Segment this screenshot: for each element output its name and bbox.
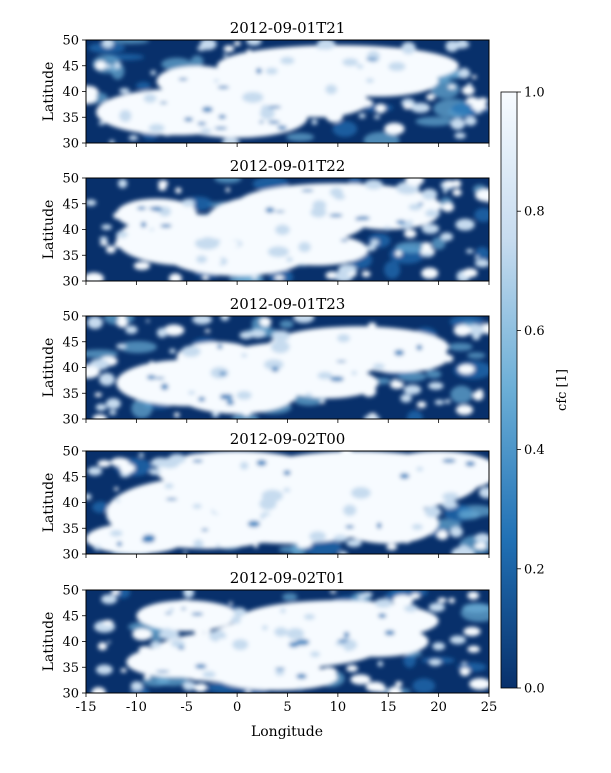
panel-2: 2012-09-01T22 30 35 40 45 50 Latitude xyxy=(41,157,490,290)
x-tick-label: 15 xyxy=(380,700,397,715)
colorbar-tick-label: 0.4 xyxy=(524,443,545,458)
x-tick-label: 0 xyxy=(233,700,241,715)
y-tick-label: 30 xyxy=(62,275,79,290)
heatmap-field xyxy=(86,40,489,143)
heatmap-field xyxy=(86,178,489,281)
y-tick-label: 45 xyxy=(62,609,79,624)
x-tick-label: 25 xyxy=(481,700,498,715)
x-tick-label: -15 xyxy=(76,700,97,715)
heatmap-field xyxy=(86,316,489,419)
y-tick-label: 30 xyxy=(62,548,79,563)
y-tick-label: 40 xyxy=(62,361,79,376)
y-axis-label: Latitude xyxy=(41,62,57,122)
panel-5: 2012-09-02T01 30 35 40 45 50 Latitude -15 -10 -5 0… xyxy=(41,569,497,715)
heatmap-field xyxy=(86,451,489,554)
panel-title: 2012-09-01T23 xyxy=(230,295,346,313)
panel-title: 2012-09-01T22 xyxy=(230,157,346,175)
panel-title: 2012-09-02T01 xyxy=(230,569,346,587)
y-tick-label: 35 xyxy=(62,661,79,676)
y-tick-label: 35 xyxy=(62,111,79,126)
y-tick-label: 50 xyxy=(62,584,79,599)
x-tick-label: 20 xyxy=(430,700,447,715)
y-tick-label: 50 xyxy=(62,445,79,460)
y-tick-label: 40 xyxy=(62,496,79,511)
y-tick-label: 40 xyxy=(62,85,79,100)
x-tick-label: -5 xyxy=(180,700,193,715)
colorbar-tick-label: 0.8 xyxy=(524,205,545,220)
colorbar-tick-label: 1.0 xyxy=(524,86,545,101)
y-tick-label: 30 xyxy=(62,137,79,152)
y-tick-label: 45 xyxy=(62,470,79,485)
y-axis-label: Latitude xyxy=(41,338,57,398)
y-tick-label: 40 xyxy=(62,223,79,238)
colorbar-tick-label: 0.2 xyxy=(524,562,545,577)
y-tick-label: 30 xyxy=(62,413,79,428)
panel-title: 2012-09-01T21 xyxy=(230,19,346,37)
y-tick-label: 35 xyxy=(62,387,79,402)
y-tick-label: 45 xyxy=(62,197,79,212)
colorbar-tick-label: 0.6 xyxy=(524,324,545,339)
x-axis-label: Longitude xyxy=(251,724,323,740)
panel-3: 2012-09-01T23 30 35 40 45 50 Latitude xyxy=(41,295,490,428)
y-tick-label: 50 xyxy=(62,310,79,325)
y-tick-label: 45 xyxy=(62,335,79,350)
heatmap-field xyxy=(86,590,489,693)
colorbar-label: cfc [1] xyxy=(555,369,570,411)
colorbar-gradient xyxy=(500,91,518,689)
panel-1: 2012-09-01T21 30 35 40 45 50 Latitude xyxy=(41,19,490,152)
y-axis-label: Latitude xyxy=(41,612,57,672)
x-tick-label: -10 xyxy=(126,700,147,715)
y-tick-label: 35 xyxy=(62,249,79,264)
panel-title: 2012-09-02T00 xyxy=(230,430,346,448)
y-tick-label: 45 xyxy=(62,59,79,74)
y-axis-label: Latitude xyxy=(41,473,57,533)
colorbar-tick-label: 0.0 xyxy=(524,682,545,697)
y-tick-label: 40 xyxy=(62,635,79,650)
y-tick-label: 50 xyxy=(62,34,79,49)
panel-4: 2012-09-02T00 30 35 40 45 50 Latitude xyxy=(41,430,490,563)
y-axis-label: Latitude xyxy=(41,200,57,260)
x-tick-label: 10 xyxy=(330,700,347,715)
colorbar: cfc [1] 0.0 0.2 0.4 0.6 0.8 1.0 xyxy=(500,86,570,697)
y-tick-label: 50 xyxy=(62,172,79,187)
y-tick-label: 30 xyxy=(62,687,79,702)
x-tick-label: 5 xyxy=(283,700,291,715)
y-tick-label: 35 xyxy=(62,522,79,537)
